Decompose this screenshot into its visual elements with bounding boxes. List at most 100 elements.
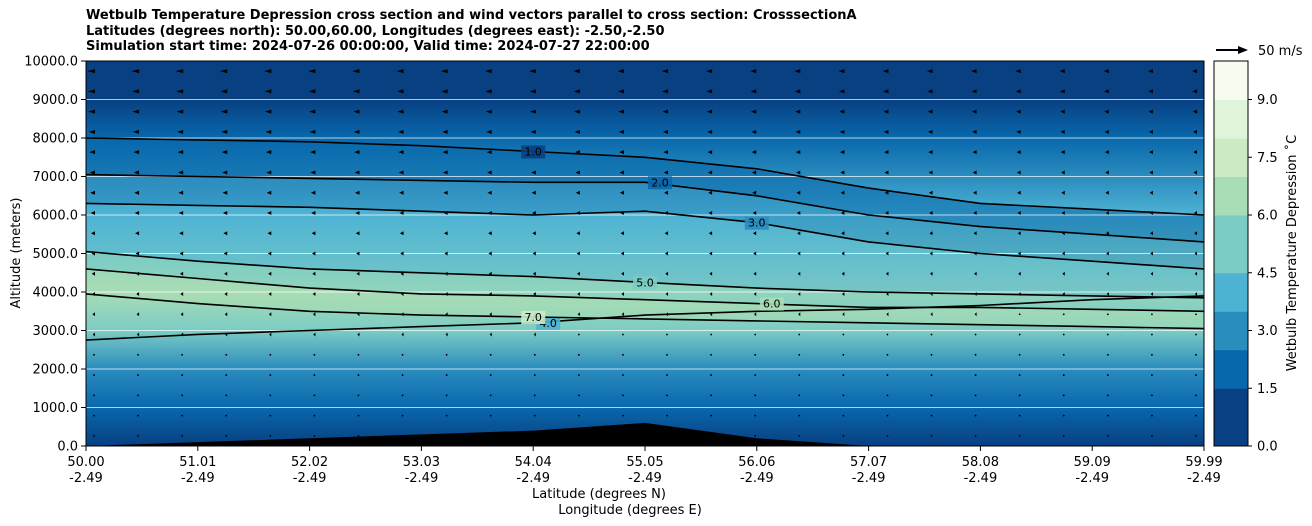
wind-vector [87,89,95,94]
wind-vector [443,190,448,195]
wind-vector [1018,394,1021,397]
wind-vector [354,150,360,155]
contour-label-bg [521,145,546,159]
wind-vector [222,170,228,175]
wind-vector [530,129,536,134]
wind-vector [224,292,228,297]
wind-vector [1106,292,1109,297]
wind-vector [1151,313,1153,316]
wind-vector [352,69,360,74]
wind-vector [1148,109,1153,114]
wind-vector [709,271,713,276]
y-tick-label: 1000.0 [33,401,79,416]
wind-vector [92,312,95,317]
x-tick-label-lon: -2.49 [69,471,103,486]
wind-vector [666,414,668,417]
contour-label: 5.0 [636,276,654,289]
wind-vector [1017,190,1021,195]
wind-vector [137,434,139,437]
wind-vector [313,394,316,397]
wind-vector [1150,271,1153,276]
wind-vector [577,394,580,397]
wind-vector [177,129,184,134]
title-line-1: Wetbulb Temperature Depression cross sec… [86,8,857,23]
colorbar-tick-label: 1.5 [1257,382,1278,397]
wind-vector [577,333,580,336]
x-tick-label-lat: 54.04 [515,455,552,470]
wind-vector [574,129,580,134]
wind-vector [531,170,536,175]
wind-vector [397,129,404,134]
wind-vector [1194,251,1197,256]
wind-vector [357,394,360,397]
wind-vector [1194,292,1197,297]
wind-vector [841,271,845,276]
wind-vector [489,374,492,376]
wind-vector [396,69,404,74]
wind-vector [312,312,316,317]
wind-vector [136,312,140,317]
wind-vector [133,170,140,175]
wind-vector [1150,292,1153,297]
wind-vector [224,271,228,276]
colorbar-band [1214,118,1248,139]
wind-vector [313,434,316,437]
wind-vector [883,129,889,134]
wind-vector [91,271,95,276]
wind-vector [310,190,316,195]
colorbar-tick-label: 7.5 [1257,151,1278,166]
wind-vector [267,231,272,236]
wind-vector [266,170,272,175]
x-tick-label-lat: 53.03 [403,455,440,470]
wind-vector [795,109,801,114]
wind-vector [136,292,140,297]
wind-vector [974,271,977,276]
wind-vector [971,69,977,74]
filled-band [86,138,1204,242]
wind-vector [707,150,713,155]
wind-vector [706,89,713,94]
wind-vector [1062,251,1065,256]
wind-vector [710,414,713,417]
wind-vector [269,394,272,397]
wind-vector [1104,129,1109,134]
wind-vector [90,210,95,215]
wind-vector [444,251,448,256]
wind-vector [1151,333,1153,336]
wind-vector [573,69,580,74]
wind-vector [1105,190,1109,195]
wind-vector [223,231,228,236]
wind-vector [577,271,580,276]
y-tick-label: 0.0 [57,440,78,455]
wind-vector [268,292,272,297]
wind-vector [1106,271,1109,276]
wind-vector [972,150,977,155]
wind-vector [309,109,316,114]
wind-vector [532,231,536,236]
wind-vector [842,353,845,356]
wind-vector [310,150,316,155]
wind-vector [663,150,669,155]
colorbar-frame [1213,60,1249,447]
wind-vector [489,414,492,417]
wind-vector [131,69,140,74]
contour-line [86,293,1204,330]
wind-vector [1151,394,1153,397]
wind-vector [710,353,713,356]
wind-vector [662,109,669,114]
wind-vector [1062,313,1065,316]
wind-vector [574,109,580,114]
wind-vector [796,190,801,195]
wind-vector [577,353,580,356]
x-axis-label-lat: Latitude (degrees N) [532,487,666,502]
wind-reference-label: 50 m/s [1258,44,1303,59]
title-line-2: Latitudes (degrees north): 50.00,60.00, … [86,23,665,39]
title-line-3: Simulation start time: 2024-07-26 00:00:… [86,39,650,54]
wind-vector [308,69,316,74]
wind-vector [1060,109,1065,114]
wind-vector [356,251,360,256]
wind-vector [707,170,713,175]
wind-vector [929,251,933,256]
wind-vector [842,414,845,417]
wind-vector [1104,89,1109,94]
